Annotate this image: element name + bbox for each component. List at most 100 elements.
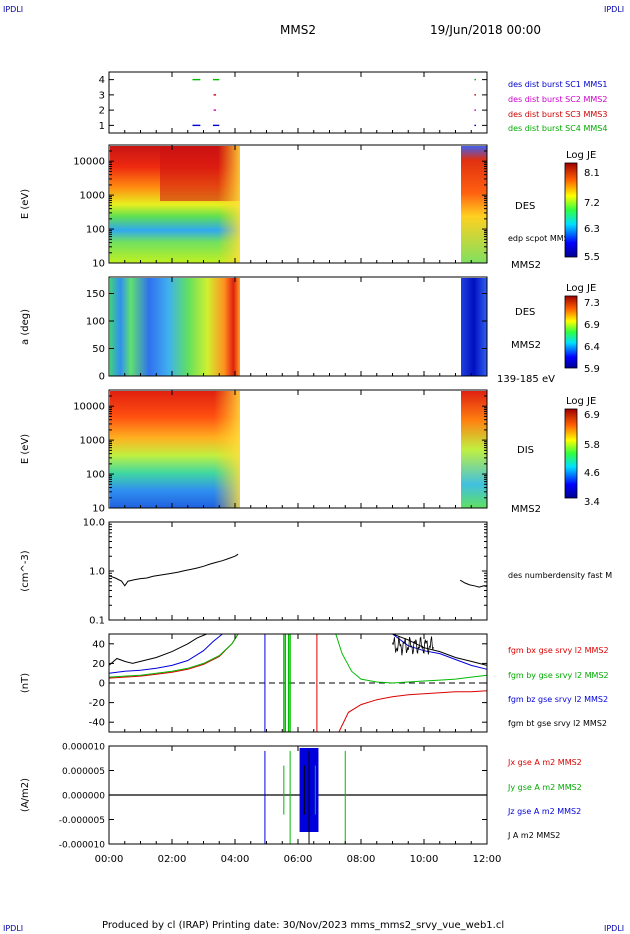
dis-energy-y-tick-label: 100	[86, 470, 105, 481]
des-energy-cb-tick: 7.2	[584, 198, 600, 209]
current-y-tick-label: 0.000010	[62, 743, 105, 753]
legend-bz: fgm bz gse srvy l2 MMS2	[508, 695, 608, 704]
legend-bt: fgm bt gse srvy l2 MMS2	[508, 719, 607, 728]
des-pitch-spectrogram-main	[110, 278, 240, 376]
legend-sc1: des dist burst SC1 MMS1	[508, 80, 607, 89]
density-series-line	[459, 579, 488, 588]
dis-energy-label-mms2: MMS2	[511, 504, 541, 515]
des-pitch-colorbar	[564, 295, 578, 369]
des-energy-cb-tick: 8.1	[584, 168, 600, 179]
des-energy-spectrogram-edge	[218, 146, 240, 263]
datetime-title: 19/Jun/2018 00:00	[430, 23, 541, 37]
des-pitch-cb-tick: 6.9	[584, 320, 600, 331]
bfield-y-tick-label: 20	[92, 659, 105, 670]
legend-by: fgm by gse srvy l2 MMS2	[508, 671, 609, 680]
corner-label-bottom-right: IPDLI	[604, 924, 624, 933]
bfield-series-line	[108, 633, 239, 678]
bfield-y-tick-label: 40	[92, 639, 105, 650]
des-energy-y-tick-label: 100	[86, 225, 105, 236]
availability-y-tick-label: 4	[99, 75, 105, 86]
dis-energy-cb-tick: 5.8	[584, 440, 600, 451]
density-legend: des numberdensity fast M	[508, 571, 612, 580]
corner-label-right: IPDLI	[604, 5, 624, 14]
des-pitch-y-tick-label: 100	[86, 317, 105, 328]
legend-j: J A m2 MMS2	[507, 831, 560, 840]
bfield-y-tick-label: -20	[89, 698, 105, 709]
des-pitch-y-tick-label: 150	[86, 289, 105, 300]
des-pitch-label-des: DES	[515, 307, 535, 318]
footer-credits: Produced by cl (IRAP) Printing date: 30/…	[102, 920, 504, 931]
bfield-series-line	[392, 633, 488, 666]
des-pitch-spectrogram-right	[461, 278, 487, 376]
density-y-tick-label: 10.0	[83, 518, 105, 529]
dis-energy-cb-tick: 4.6	[584, 468, 600, 479]
legend-jx: Jx gse A m2 MMS2	[507, 758, 582, 767]
des-energy-spectrogram-right	[461, 146, 487, 263]
time-tick-label: 12:00	[473, 854, 502, 865]
dis-energy-cb-tick: 6.9	[584, 410, 600, 421]
density-y-tick-label: 1.0	[89, 567, 105, 578]
availability-y-tick-label: 3	[99, 90, 105, 101]
density-series-line	[108, 553, 239, 587]
dis-energy-y-tick-label: 10000	[73, 402, 105, 413]
corner-label-left: IPDLI	[3, 5, 23, 14]
legend-sc3: des dist burst SC3 MMS3	[508, 110, 607, 119]
time-axis: 00:00 02:00 04:00 06:00 08:00 10:00 12:00	[95, 72, 502, 865]
legend-jy: Jy gse A m2 MMS2	[507, 783, 582, 792]
bfield-bt-noise	[392, 636, 434, 656]
des-energy-label-mms2: MMS2	[511, 260, 541, 271]
des-energy-cb-tick: 6.3	[584, 224, 600, 235]
current-ylabel: (A/m2)	[20, 778, 31, 812]
des-energy-ylabel: E (eV)	[20, 189, 31, 219]
panel-dis-energy: 10 100 1000 10000 E (eV) DIS MMS2 Log JE 6.…	[20, 389, 600, 515]
des-energy-y-tick-label: 10000	[73, 157, 105, 168]
dis-energy-y-tick-label: 1000	[80, 436, 105, 447]
des-pitch-cb-title: Log JE	[566, 283, 596, 294]
legend-bx: fgm bx gse srvy l2 MMS2	[508, 646, 609, 655]
des-pitch-cb-tick: 5.9	[584, 364, 600, 375]
panel-current-density: -0.000010 -0.000005 0.000000 0.000005 0.0000…	[20, 743, 582, 851]
des-pitch-label-range: 139-185 eV	[497, 374, 555, 385]
dis-energy-spectrogram-right	[461, 391, 487, 508]
time-tick-label: 02:00	[158, 854, 187, 865]
des-pitch-cb-tick: 7.3	[584, 298, 600, 309]
panel-availability: 1 2 3 4 des dist burst SC1 MMS1 des dist bu…	[99, 71, 607, 134]
des-pitch-label-mms2: MMS2	[511, 340, 541, 351]
legend-jz: Jz gse A m2 MMS2	[507, 807, 581, 816]
dis-energy-label-dis: DIS	[517, 445, 534, 456]
time-tick-label: 00:00	[95, 854, 124, 865]
bfield-series-line	[392, 633, 488, 670]
dis-energy-colorbar	[564, 408, 578, 499]
des-pitch-ylabel: a (deg)	[20, 309, 31, 345]
des-energy-label-scpot: edp scpot MMS2	[508, 234, 574, 243]
panel-des-energy: 10 100 1000 10000 E (eV) DES edp scpot MMS2…	[20, 144, 600, 271]
des-energy-y-tick-label: 1000	[80, 191, 105, 202]
time-tick-label: 08:00	[347, 854, 376, 865]
panel-density: 0.1 1.0 10.0 (cm^-3) des numberdensity fas…	[20, 518, 612, 627]
des-energy-label-des: DES	[515, 201, 535, 212]
time-tick-label: 06:00	[284, 854, 313, 865]
bfield-ylabel: (nT)	[20, 673, 31, 693]
panel-magnetic-field: -40 -20 0 20 40 (nT) fgm bx gse srvy l2 MMS2…	[20, 633, 609, 733]
current-y-tick-label: 0.000005	[62, 767, 105, 777]
availability-y-tick-label: 1	[99, 121, 105, 132]
des-energy-colorbar	[564, 162, 578, 258]
corner-label-bottom-left: IPDLI	[3, 924, 23, 933]
dis-energy-cb-tick: 3.4	[584, 497, 600, 508]
des-pitch-y-tick-label: 0	[99, 372, 105, 383]
bfield-series-line	[335, 633, 488, 684]
time-tick-label: 10:00	[410, 854, 439, 865]
bfield-series-line	[108, 633, 223, 674]
current-y-tick-label: -0.000010	[59, 841, 105, 851]
dis-energy-y-tick-label: 10	[92, 504, 105, 515]
dis-energy-ylabel: E (eV)	[20, 434, 31, 464]
current-y-tick-label: 0.000000	[62, 792, 105, 802]
legend-sc4: des dist burst SC4 MMS4	[508, 124, 607, 133]
bfield-series-line	[108, 633, 207, 666]
availability-y-tick-label: 2	[99, 106, 105, 117]
density-ylabel: (cm^-3)	[20, 550, 31, 591]
time-tick-label: 04:00	[221, 854, 250, 865]
des-energy-cb-tick: 5.5	[584, 252, 600, 263]
panel-des-pitch: 0 50 100 150 a (deg) DES MMS2 139-185 eV Lo…	[20, 276, 600, 385]
dis-energy-spectrogram-edge	[214, 391, 240, 508]
